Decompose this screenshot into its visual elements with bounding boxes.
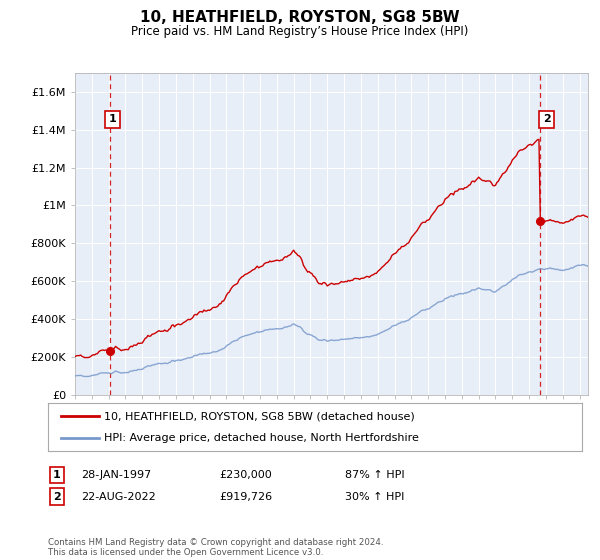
Text: 2: 2 — [53, 492, 61, 502]
Text: 10, HEATHFIELD, ROYSTON, SG8 5BW: 10, HEATHFIELD, ROYSTON, SG8 5BW — [140, 10, 460, 25]
Text: 2: 2 — [543, 114, 550, 124]
Text: 1: 1 — [109, 114, 116, 124]
Text: Contains HM Land Registry data © Crown copyright and database right 2024.
This d: Contains HM Land Registry data © Crown c… — [48, 538, 383, 557]
Text: £919,726: £919,726 — [219, 492, 272, 502]
Text: 87% ↑ HPI: 87% ↑ HPI — [345, 470, 404, 480]
Text: 10, HEATHFIELD, ROYSTON, SG8 5BW (detached house): 10, HEATHFIELD, ROYSTON, SG8 5BW (detach… — [104, 411, 415, 421]
Text: 28-JAN-1997: 28-JAN-1997 — [81, 470, 151, 480]
Text: 22-AUG-2022: 22-AUG-2022 — [81, 492, 156, 502]
Text: Price paid vs. HM Land Registry’s House Price Index (HPI): Price paid vs. HM Land Registry’s House … — [131, 25, 469, 38]
Text: 30% ↑ HPI: 30% ↑ HPI — [345, 492, 404, 502]
Text: 1: 1 — [53, 470, 61, 480]
Text: HPI: Average price, detached house, North Hertfordshire: HPI: Average price, detached house, Nort… — [104, 433, 419, 443]
Text: £230,000: £230,000 — [219, 470, 272, 480]
